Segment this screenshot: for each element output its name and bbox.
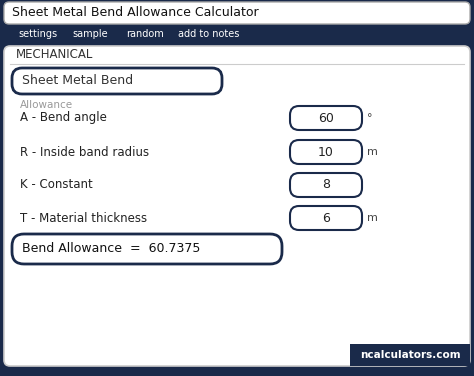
Text: 8: 8 (322, 179, 330, 191)
Text: 6: 6 (322, 211, 330, 224)
FancyBboxPatch shape (290, 140, 362, 164)
Text: 10: 10 (318, 146, 334, 159)
Text: Allowance: Allowance (20, 100, 73, 110)
Text: Sheet Metal Bend Allowance Calculator: Sheet Metal Bend Allowance Calculator (12, 6, 259, 20)
Text: Sheet Metal Bend: Sheet Metal Bend (22, 74, 133, 88)
Text: sample: sample (72, 29, 108, 39)
FancyBboxPatch shape (4, 25, 470, 43)
Text: add to notes: add to notes (178, 29, 239, 39)
FancyBboxPatch shape (12, 234, 282, 264)
Text: °: ° (367, 113, 373, 123)
Text: Bend Allowance  =  60.7375: Bend Allowance = 60.7375 (22, 243, 201, 256)
Text: settings: settings (18, 29, 57, 39)
FancyBboxPatch shape (350, 344, 470, 366)
FancyBboxPatch shape (4, 46, 470, 366)
Text: K - Constant: K - Constant (20, 179, 93, 191)
Text: ncalculators.com: ncalculators.com (360, 350, 460, 360)
FancyBboxPatch shape (4, 2, 470, 24)
FancyBboxPatch shape (290, 206, 362, 230)
FancyBboxPatch shape (290, 173, 362, 197)
Text: R - Inside band radius: R - Inside band radius (20, 146, 149, 159)
Text: m: m (367, 213, 378, 223)
Text: A - Bend angle: A - Bend angle (20, 112, 107, 124)
FancyBboxPatch shape (12, 68, 222, 94)
FancyBboxPatch shape (290, 106, 362, 130)
Text: random: random (126, 29, 164, 39)
Text: 60: 60 (318, 112, 334, 124)
Text: m: m (367, 147, 378, 157)
Text: T - Material thickness: T - Material thickness (20, 211, 147, 224)
Text: MECHANICAL: MECHANICAL (16, 47, 93, 61)
